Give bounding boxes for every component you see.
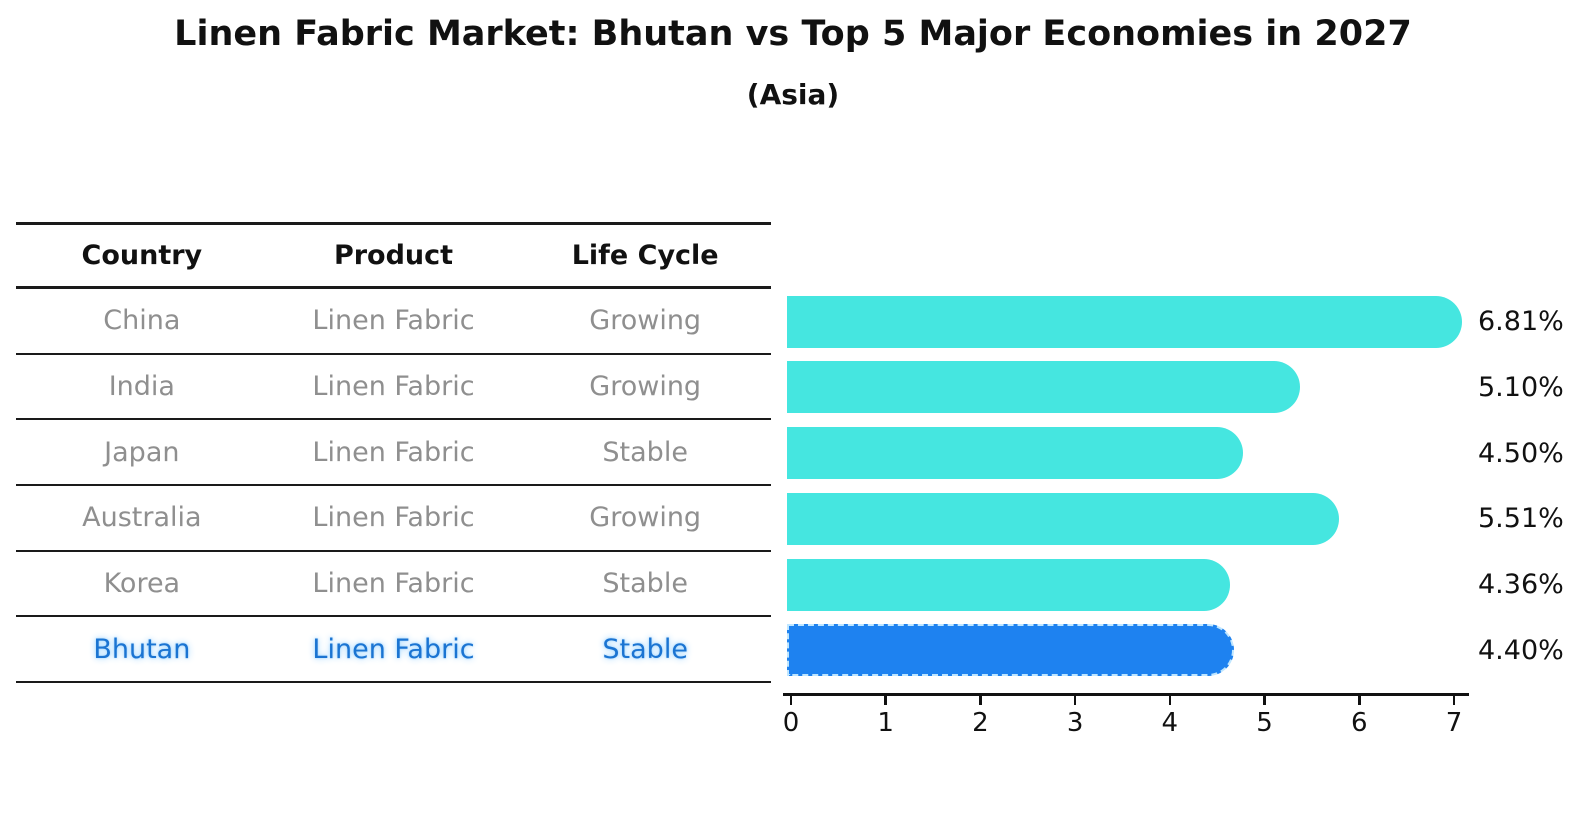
table-row: India Linen Fabric Growing	[16, 355, 771, 421]
bar-value-label: 6.81%	[1478, 306, 1564, 338]
bar-row: 4.36%	[787, 552, 1586, 618]
bar-value-label: 4.50%	[1478, 437, 1564, 469]
bar-china	[787, 295, 1462, 348]
table-header-life-cycle: Life Cycle	[571, 240, 719, 271]
x-tick-label: 2	[972, 708, 989, 738]
bar-row: 4.40%	[787, 617, 1586, 683]
x-tick-label: 5	[1256, 708, 1273, 738]
x-tick	[1168, 696, 1172, 705]
bar-value-label: 4.40%	[1478, 634, 1564, 666]
bar-row: 6.81%	[787, 289, 1586, 355]
table-cell-product: Linen Fabric	[312, 633, 475, 665]
bar-plot: 6.81% 5.10% 4.50% 5.51% 4.36% 4.40%	[787, 289, 1586, 683]
table-header-product: Product	[333, 240, 454, 271]
bar-value-label: 4.36%	[1478, 569, 1564, 601]
table-row: China Linen Fabric Growing	[16, 289, 771, 355]
bar-india	[787, 361, 1301, 414]
table-cell-product: Linen Fabric	[312, 502, 475, 534]
table-row-highlighted: Bhutan Linen Fabric Stable	[16, 617, 771, 684]
x-tick-label: 1	[877, 708, 894, 738]
table-row: Australia Linen Fabric Growing	[16, 486, 771, 552]
table-cell-country: China	[103, 305, 181, 337]
table-cell-product: Linen Fabric	[312, 305, 475, 337]
table-cell-product: Linen Fabric	[312, 371, 475, 403]
country-table: Country Product Life Cycle China Linen F…	[16, 222, 771, 684]
x-tick	[1452, 696, 1456, 705]
table-header-country: Country	[81, 240, 203, 271]
x-tick	[1358, 696, 1361, 705]
x-tick	[1263, 696, 1266, 705]
chart-subtitle: (Asia)	[746, 78, 840, 111]
x-tick	[884, 696, 887, 705]
bar-australia	[787, 492, 1339, 545]
table-cell-country: Japan	[104, 436, 180, 468]
table-cell-product: Linen Fabric	[312, 568, 475, 600]
bar-japan	[787, 427, 1244, 480]
x-axis-line	[783, 693, 1469, 696]
bar-korea	[787, 558, 1230, 611]
bar-row: 4.50%	[787, 420, 1586, 486]
x-tick	[979, 696, 982, 705]
table-cell-life-cycle: Growing	[589, 371, 702, 403]
table-row: Korea Linen Fabric Stable	[16, 552, 771, 618]
x-tick-label: 0	[782, 708, 800, 738]
bar-bhutan-highlighted	[787, 624, 1234, 677]
table-row: Japan Linen Fabric Stable	[16, 420, 771, 487]
bar-value-label: 5.51%	[1478, 503, 1564, 535]
chart-title: Linen Fabric Market: Bhutan vs Top 5 Maj…	[174, 14, 1412, 54]
x-tick	[789, 696, 793, 705]
bar-value-label: 5.10%	[1478, 372, 1564, 404]
table-cell-country: India	[108, 371, 175, 403]
x-tick-label: 7	[1445, 708, 1463, 738]
x-axis: 0 1 2 3 4 5 6 7	[783, 693, 1473, 748]
table-cell-life-cycle: Stable	[602, 633, 688, 665]
bar-row: 5.51%	[787, 486, 1586, 552]
x-tick-label: 4	[1161, 708, 1179, 738]
table-cell-life-cycle: Stable	[602, 436, 688, 468]
table-cell-life-cycle: Growing	[589, 502, 702, 534]
x-tick-label: 3	[1066, 708, 1084, 738]
table-cell-country: Australia	[82, 502, 202, 534]
bar-row: 5.10%	[787, 355, 1586, 421]
table-header-row: Country Product Life Cycle	[16, 222, 771, 289]
table-cell-product: Linen Fabric	[312, 436, 475, 468]
table-cell-life-cycle: Growing	[589, 305, 702, 337]
x-tick-label: 6	[1350, 708, 1368, 738]
table-cell-country: Korea	[103, 568, 181, 600]
table-cell-country: Bhutan	[93, 633, 191, 665]
table-cell-life-cycle: Stable	[602, 568, 688, 600]
x-tick	[1073, 696, 1077, 705]
